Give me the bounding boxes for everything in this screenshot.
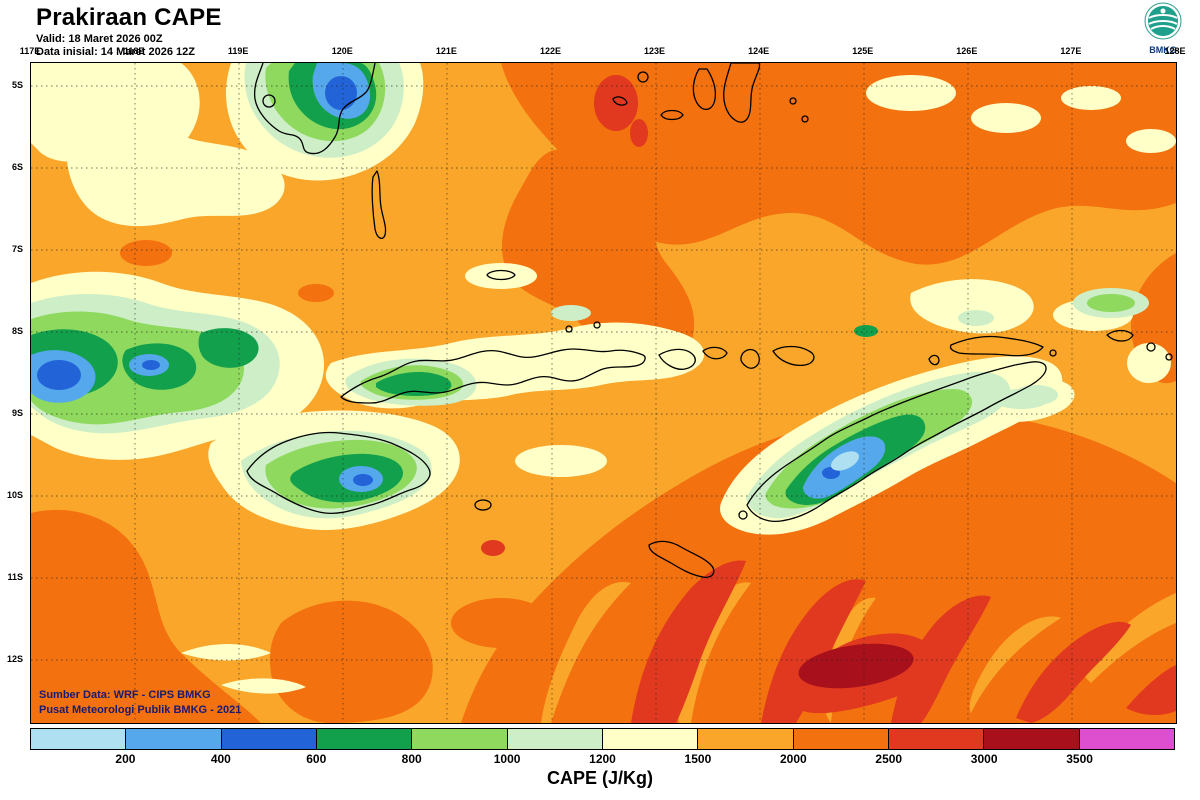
lat-label: 11S — [7, 572, 23, 582]
legend-color-box — [220, 728, 317, 750]
legend-color-box — [1078, 728, 1175, 750]
page-title: Prakiraan CAPE — [36, 4, 222, 31]
legend-tick-label: 3000 — [970, 752, 998, 766]
source-line-1: Sumber Data: WRF - CIPS BMKG — [39, 689, 211, 702]
legend-tick-label: 2500 — [875, 752, 903, 766]
contour-dark-red-core — [798, 643, 914, 689]
lon-label: 127E — [1060, 46, 1082, 56]
lon-label: 120E — [331, 46, 353, 56]
latitude-axis: 5S 6S 7S 8S 9S 10S 11S 12S — [0, 62, 27, 722]
valid-time-label: Valid: 18 Maret 2026 00Z — [36, 33, 163, 45]
graticule-grid — [31, 63, 1176, 723]
lon-label: 125E — [852, 46, 874, 56]
legend-caption: CAPE (J/Kg) — [546, 768, 653, 788]
legend-tick-label: 800 — [401, 752, 422, 766]
contour-pale-blue-layer — [830, 451, 860, 471]
lat-label: 12S — [6, 654, 23, 664]
legend-color-box — [315, 728, 413, 750]
contour-dark-orange-layer — [31, 63, 1176, 723]
legend-color-box — [125, 728, 222, 750]
longitude-axis: 117E 118E 119E 120E 121E 122E 123E 124E 125E 126E… — [20, 46, 1186, 60]
lon-label: 126E — [956, 46, 978, 56]
lat-label: 5S — [11, 80, 23, 90]
init-time-label: Data inisial: 14 Maret 2026 12Z — [36, 46, 195, 58]
legend-color-box — [697, 728, 794, 750]
lon-label: 118E — [123, 46, 145, 56]
bmkg-logo-icon — [1144, 2, 1182, 40]
legend-tick-label: 200 — [115, 752, 136, 766]
map-source-note: Sumber Data: WRF - CIPS BMKG Pusat Meteo… — [39, 688, 241, 717]
legend-tick-label: 1000 — [493, 752, 521, 766]
legend-tick-label: 1500 — [684, 752, 712, 766]
legend-color-box — [30, 728, 127, 750]
legend-color-box — [887, 728, 985, 750]
lat-label: 8S — [11, 326, 23, 336]
color-scale — [30, 728, 1175, 750]
legend-color-box — [792, 728, 889, 750]
lat-label: 7S — [11, 244, 23, 254]
lon-label: 123E — [644, 46, 666, 56]
color-scale-ticks: 200 400 600 800 1000 1200 1500 2000 2500 3000 3500 — [30, 752, 1175, 766]
header: Prakiraan CAPE Valid: 18 Maret 2026 00Z … — [36, 4, 222, 58]
lat-label: 9S — [11, 408, 23, 418]
coastlines — [246, 63, 1173, 578]
legend-tick-label: 600 — [306, 752, 327, 766]
legend-color-box — [411, 728, 508, 750]
lon-label: 124E — [748, 46, 770, 56]
contour-map-art — [31, 63, 1176, 723]
lat-label: 6S — [11, 162, 23, 172]
bmkg-logo-text: BMKG — [1149, 45, 1177, 55]
lat-label: 10S — [6, 490, 23, 500]
lon-label: 117E — [19, 46, 41, 56]
lon-label: 121E — [435, 46, 457, 56]
lon-label: 119E — [227, 46, 249, 56]
legend-color-box — [983, 728, 1080, 750]
bmkg-logo: BMKG — [1140, 2, 1186, 55]
lon-label: 122E — [539, 46, 561, 56]
legend-tick-label: 2000 — [779, 752, 807, 766]
legend-color-box — [601, 728, 699, 750]
map-canvas: Sumber Data: WRF - CIPS BMKG Pusat Meteo… — [30, 62, 1177, 724]
legend-color-box — [506, 728, 603, 750]
legend-tick-label: 3500 — [1066, 752, 1093, 766]
source-line-2: Pusat Meteorologi Publik BMKG - 2021 — [39, 703, 242, 716]
lon-label: 128E — [1164, 46, 1186, 56]
legend-tick-label: 1200 — [589, 752, 616, 766]
legend-tick-label: 400 — [210, 752, 231, 766]
